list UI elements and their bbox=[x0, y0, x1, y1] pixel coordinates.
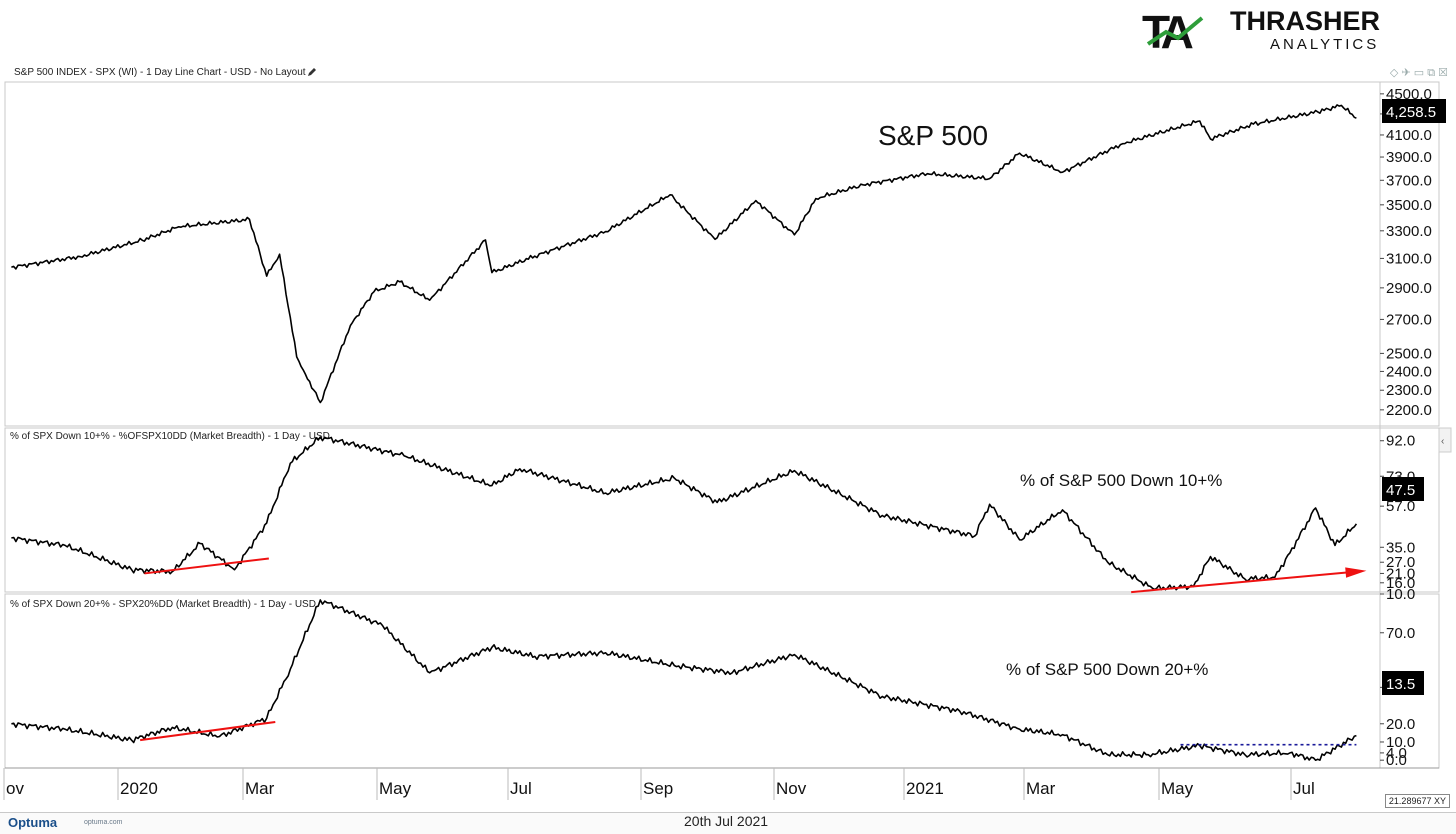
logo-green-zigzag bbox=[1146, 16, 1204, 46]
scroll-handle bbox=[1438, 427, 1452, 453]
last-value-box bbox=[1382, 671, 1424, 695]
logo-sub: ANALYTICS bbox=[1270, 36, 1379, 53]
y-tick-label: 20.0 bbox=[1386, 716, 1415, 733]
scroll-chevron-icon: ‹ bbox=[1441, 436, 1444, 447]
x-tick-label: Sep bbox=[643, 779, 673, 798]
pin-icon[interactable]: ✈ bbox=[1401, 67, 1411, 79]
x-tick-label: May bbox=[1161, 779, 1194, 798]
panel-1-annotation: S&P 500 bbox=[878, 120, 988, 151]
series-line-3 bbox=[11, 599, 1357, 762]
status-bar bbox=[0, 812, 1456, 834]
y-tick-label: 57.0 bbox=[1386, 498, 1415, 515]
panel-1-frame bbox=[4, 81, 1440, 427]
trendline bbox=[1131, 570, 1357, 594]
last-value-box bbox=[1382, 477, 1424, 501]
panel-3-plot: 70.040.020.010.04.00.0% of S&P 500 Down … bbox=[11, 599, 1424, 769]
x-tick-label: 2020 bbox=[120, 779, 158, 798]
y-tick-label: 70.0 bbox=[1386, 625, 1415, 642]
edit-pencil-icon[interactable] bbox=[306, 66, 318, 78]
minimize-icon[interactable]: ▭ bbox=[1413, 67, 1425, 79]
footer-date: 20th Jul 2021 bbox=[684, 813, 769, 829]
restore-icon[interactable]: ⧉ bbox=[1427, 67, 1436, 79]
x-tick-label: Jul bbox=[510, 779, 532, 798]
diamond-icon[interactable]: ◇ bbox=[1389, 67, 1399, 79]
thrasher-analytics-logo: TA THRASHER ANALYTICS bbox=[1142, 6, 1380, 56]
y-tick-label: 16.0 bbox=[1386, 575, 1415, 592]
y-tick-label: 3500.0 bbox=[1386, 197, 1432, 214]
y-tick-label: 4.0 bbox=[1386, 745, 1407, 762]
x-tick-label: Mar bbox=[1026, 779, 1056, 798]
xy-badge: XY bbox=[1433, 796, 1446, 806]
optuma-logo: Optuma bbox=[8, 815, 58, 830]
panel1-header: S&P 500 INDEX - SPX (WI) - 1 Day Line Ch… bbox=[14, 67, 306, 78]
optuma-url: optuma.com bbox=[84, 819, 123, 826]
panel-1-plot: 4500.04300.04100.03900.03700.03500.03300… bbox=[11, 86, 1446, 419]
y-tick-label: 4100.0 bbox=[1386, 127, 1432, 144]
y-tick-label: 2900.0 bbox=[1386, 280, 1432, 297]
y-tick-label: 2400.0 bbox=[1386, 363, 1432, 380]
y-tick-label: 4500.0 bbox=[1386, 86, 1432, 103]
y-tick-label: 3300.0 bbox=[1386, 223, 1432, 240]
y-tick-label: 2300.0 bbox=[1386, 382, 1432, 399]
y-tick-label: 0.0 bbox=[1386, 752, 1407, 769]
y-tick-label: 92.0 bbox=[1386, 433, 1415, 450]
y-tick-label: 3100.0 bbox=[1386, 250, 1432, 267]
trendline bbox=[140, 720, 276, 742]
coord-readout: 21.289677 XY bbox=[1384, 794, 1450, 808]
y-tick-label: 3700.0 bbox=[1386, 172, 1432, 189]
y-tick-label: 10.0 bbox=[1386, 586, 1415, 603]
x-tick-label: Jul bbox=[1293, 779, 1315, 798]
series-line-1 bbox=[11, 104, 1357, 404]
x-tick-label: Mar bbox=[245, 779, 275, 798]
y-tick-label: 35.0 bbox=[1386, 539, 1415, 556]
last-value-label: 13.5 bbox=[1386, 676, 1415, 693]
trendline-arrowhead bbox=[1345, 567, 1367, 578]
x-tick-label: ov bbox=[6, 779, 24, 798]
panel-2-plot: 92.073.057.035.027.021.016.010.0% of S&P… bbox=[11, 433, 1424, 603]
last-value-label: 4,258.5 bbox=[1386, 104, 1436, 121]
series-line-2 bbox=[11, 436, 1358, 591]
x-tick-label: 2021 bbox=[906, 779, 944, 798]
last-value-label: 47.5 bbox=[1386, 482, 1415, 499]
panel-2-frame bbox=[4, 427, 1440, 593]
window-controls[interactable]: ◇ ✈ ▭ ⧉ ☒ bbox=[1390, 66, 1448, 80]
panel3-header: % of SPX Down 20+% - SPX20%DD (Market Br… bbox=[10, 599, 316, 610]
close-icon[interactable]: ☒ bbox=[1438, 67, 1448, 79]
y-tick-label: 2700.0 bbox=[1386, 311, 1432, 328]
y-tick-label: 21.0 bbox=[1386, 565, 1415, 582]
y-tick-label: 2200.0 bbox=[1386, 402, 1432, 419]
y-tick-label: 10.0 bbox=[1386, 734, 1415, 751]
panel-3-annotation: % of S&P 500 Down 20+% bbox=[1006, 660, 1208, 679]
y-tick-label: 27.0 bbox=[1386, 554, 1415, 571]
y-tick-label: 3900.0 bbox=[1386, 149, 1432, 166]
x-tick-label: Nov bbox=[776, 779, 807, 798]
y-tick-label: 2500.0 bbox=[1386, 345, 1432, 362]
trendline bbox=[144, 557, 269, 575]
panel2-header: % of SPX Down 10+% - %OFSPX10DD (Market … bbox=[10, 431, 330, 442]
panel-3-frame bbox=[4, 593, 1440, 769]
logo-name: THRASHER bbox=[1230, 6, 1380, 36]
x-tick-label: May bbox=[379, 779, 412, 798]
panel-2-annotation: % of S&P 500 Down 10+% bbox=[1020, 471, 1222, 490]
last-value-box bbox=[1382, 99, 1446, 123]
